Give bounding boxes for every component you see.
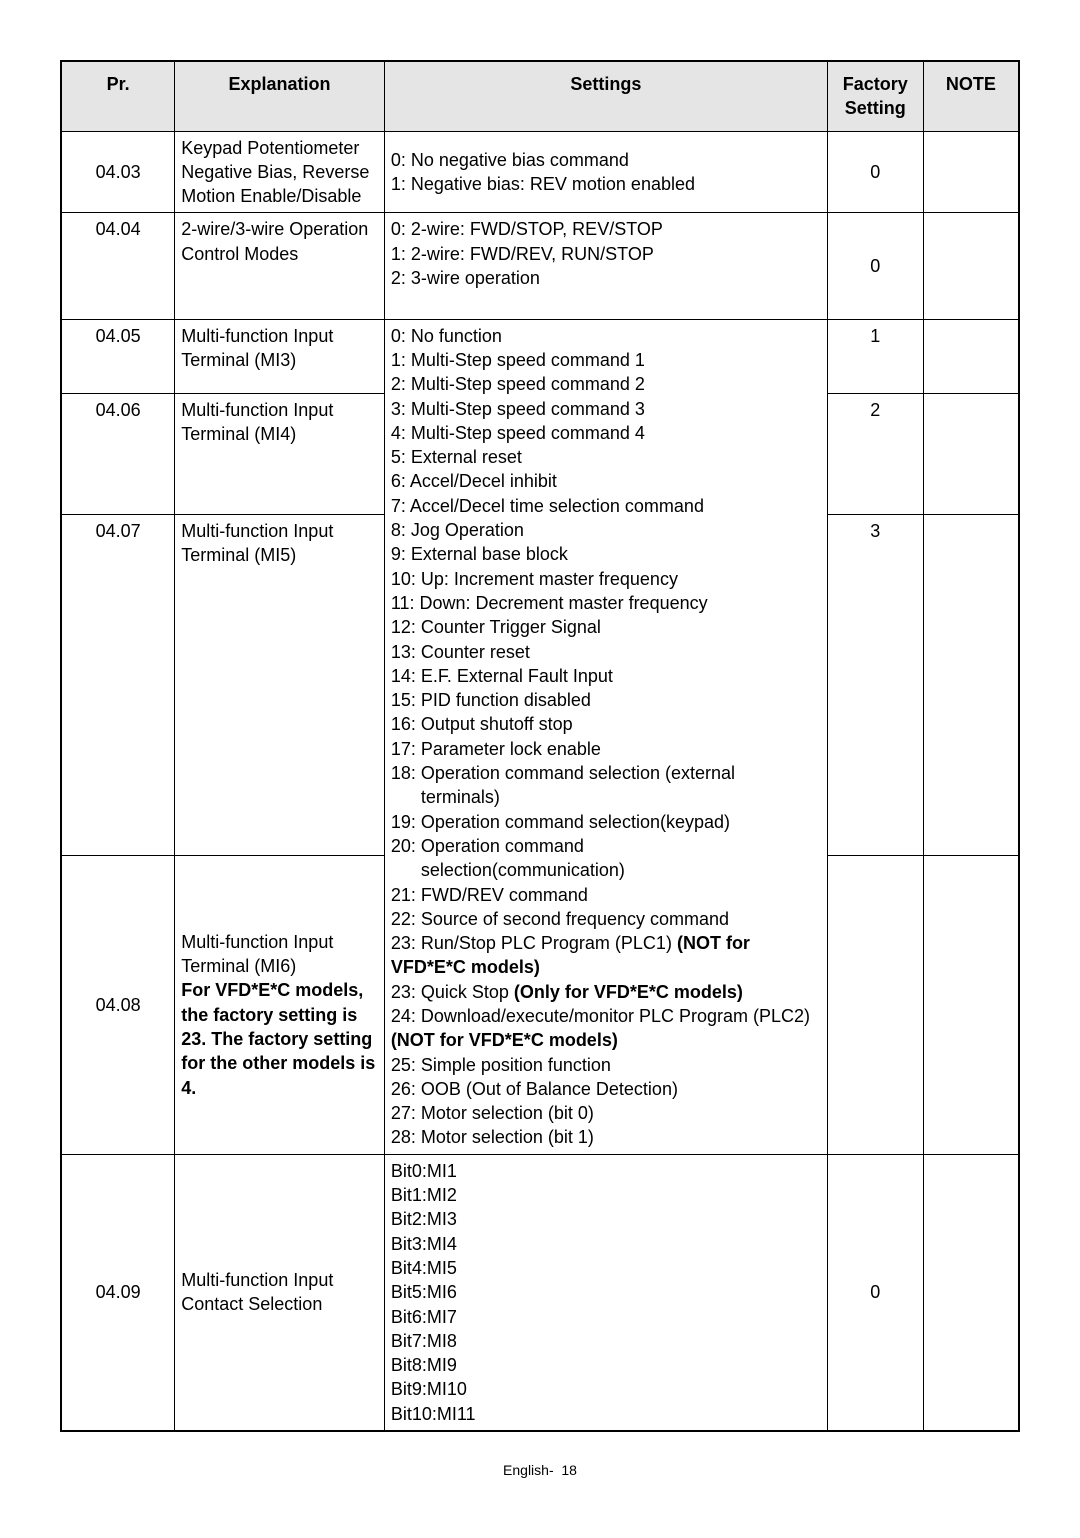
header-settings: Settings — [384, 61, 827, 131]
setting-line: 25: Simple position function — [391, 1053, 821, 1077]
cell-note — [923, 515, 1019, 856]
cell-explanation: Multi-function Input Terminal (MI4) — [175, 394, 385, 515]
setting-line: 2: 3-wire operation — [391, 266, 821, 290]
cell-factory: 2 — [827, 394, 923, 515]
header-factory: Factory Setting — [827, 61, 923, 131]
setting-line: Bit1:MI2 — [391, 1183, 821, 1207]
setting-line: Bit3:MI4 — [391, 1232, 821, 1256]
setting-line: 9: External base block — [391, 542, 821, 566]
cell-explanation: Multi-function Input Contact Selection — [175, 1154, 385, 1431]
cell-pr: 04.05 — [61, 319, 175, 393]
setting-line: 11: Down: Decrement master frequency — [391, 591, 821, 615]
setting-line: 15: PID function disabled — [391, 688, 821, 712]
cell-pr: 04.06 — [61, 394, 175, 515]
setting-line: Bit4:MI5 — [391, 1256, 821, 1280]
setting-line: 8: Jog Operation — [391, 518, 821, 542]
setting-line: 21: FWD/REV command — [391, 883, 821, 907]
setting-line: Bit8:MI9 — [391, 1353, 821, 1377]
table-header-row: Pr. Explanation Settings Factory Setting… — [61, 61, 1019, 131]
cell-settings: Bit0:MI1 Bit1:MI2 Bit2:MI3 Bit3:MI4 Bit4… — [384, 1154, 827, 1431]
cell-explanation: Multi-function Input Terminal (MI5) — [175, 515, 385, 856]
cell-note — [923, 213, 1019, 319]
setting-line: 24: Download/execute/monitor PLC Program… — [391, 1004, 821, 1053]
table-row: 04.03 Keypad Potentiometer Negative Bias… — [61, 131, 1019, 213]
setting-line: 20: Operation command — [391, 834, 821, 858]
setting-line: 0: No function — [391, 324, 821, 348]
setting-line: 2: Multi-Step speed command 2 — [391, 372, 821, 396]
setting-line: 16: Output shutoff stop — [391, 712, 821, 736]
cell-settings: 0: No negative bias command 1: Negative … — [384, 131, 827, 213]
page-footer: English- 18 — [60, 1462, 1020, 1478]
cell-note — [923, 1154, 1019, 1431]
cell-settings: 0: 2-wire: FWD/STOP, REV/STOP 1: 2-wire:… — [384, 213, 827, 319]
cell-explanation: 2-wire/3-wire Operation Control Modes — [175, 213, 385, 319]
cell-factory: 3 — [827, 515, 923, 856]
setting-line: 12: Counter Trigger Signal — [391, 615, 821, 639]
setting-line: 13: Counter reset — [391, 640, 821, 664]
setting-line: 0: 2-wire: FWD/STOP, REV/STOP — [391, 217, 821, 241]
header-explanation: Explanation — [175, 61, 385, 131]
setting-line: 19: Operation command selection(keypad) — [391, 810, 821, 834]
cell-explanation: Multi-function Input Terminal (MI3) — [175, 319, 385, 393]
cell-note — [923, 394, 1019, 515]
cell-explanation: Keypad Potentiometer Negative Bias, Reve… — [175, 131, 385, 213]
setting-line: 0: No negative bias command — [391, 148, 821, 172]
cell-factory: 0 — [827, 1154, 923, 1431]
cell-settings-merged: 0: No function 1: Multi-Step speed comma… — [384, 319, 827, 1154]
setting-line: 6: Accel/Decel inhibit — [391, 469, 821, 493]
cell-factory: 0 — [827, 131, 923, 213]
setting-line: 4: Multi-Step speed command 4 — [391, 421, 821, 445]
header-note: NOTE — [923, 61, 1019, 131]
setting-line: 28: Motor selection (bit 1) — [391, 1125, 821, 1149]
table-row: 04.09 Multi-function Input Contact Selec… — [61, 1154, 1019, 1431]
cell-factory — [827, 855, 923, 1154]
setting-line: Bit10:MI11 — [391, 1402, 821, 1426]
setting-line: 27: Motor selection (bit 0) — [391, 1101, 821, 1125]
setting-line: 18: Operation command selection (externa… — [391, 761, 821, 785]
setting-line: selection(communication) — [391, 858, 821, 882]
setting-line: Bit0:MI1 — [391, 1159, 821, 1183]
setting-line: 22: Source of second frequency command — [391, 907, 821, 931]
setting-line: 5: External reset — [391, 445, 821, 469]
setting-line: Bit7:MI8 — [391, 1329, 821, 1353]
cell-note — [923, 319, 1019, 393]
setting-line: 1: Multi-Step speed command 1 — [391, 348, 821, 372]
cell-note — [923, 855, 1019, 1154]
setting-line: Bit2:MI3 — [391, 1207, 821, 1231]
setting-line: 14: E.F. External Fault Input — [391, 664, 821, 688]
setting-line: 10: Up: Increment master frequency — [391, 567, 821, 591]
setting-line: 23: Quick Stop (Only for VFD*E*C models) — [391, 980, 821, 1004]
setting-line: Bit9:MI10 — [391, 1377, 821, 1401]
cell-pr: 04.09 — [61, 1154, 175, 1431]
cell-factory: 1 — [827, 319, 923, 393]
setting-line: Bit6:MI7 — [391, 1305, 821, 1329]
setting-line: 17: Parameter lock enable — [391, 737, 821, 761]
setting-line: 1: Negative bias: REV motion enabled — [391, 172, 821, 196]
cell-pr: 04.03 — [61, 131, 175, 213]
setting-line: 7: Accel/Decel time selection command — [391, 494, 821, 518]
table-row: 04.04 2-wire/3-wire Operation Control Mo… — [61, 213, 1019, 319]
setting-line: 26: OOB (Out of Balance Detection) — [391, 1077, 821, 1101]
cell-factory: 0 — [827, 213, 923, 319]
setting-line: Bit5:MI6 — [391, 1280, 821, 1304]
cell-pr: 04.08 — [61, 855, 175, 1154]
setting-line: 3: Multi-Step speed command 3 — [391, 397, 821, 421]
cell-note — [923, 131, 1019, 213]
setting-line: terminals) — [391, 785, 821, 809]
table-row: 04.05 Multi-function Input Terminal (MI3… — [61, 319, 1019, 393]
cell-pr: 04.04 — [61, 213, 175, 319]
setting-line: 23: Run/Stop PLC Program (PLC1) (NOT for… — [391, 931, 821, 980]
header-pr: Pr. — [61, 61, 175, 131]
parameter-table: Pr. Explanation Settings Factory Setting… — [60, 60, 1020, 1432]
setting-line: 1: 2-wire: FWD/REV, RUN/STOP — [391, 242, 821, 266]
cell-pr: 04.07 — [61, 515, 175, 856]
cell-explanation: Multi-function Input Terminal (MI6) For … — [175, 855, 385, 1154]
